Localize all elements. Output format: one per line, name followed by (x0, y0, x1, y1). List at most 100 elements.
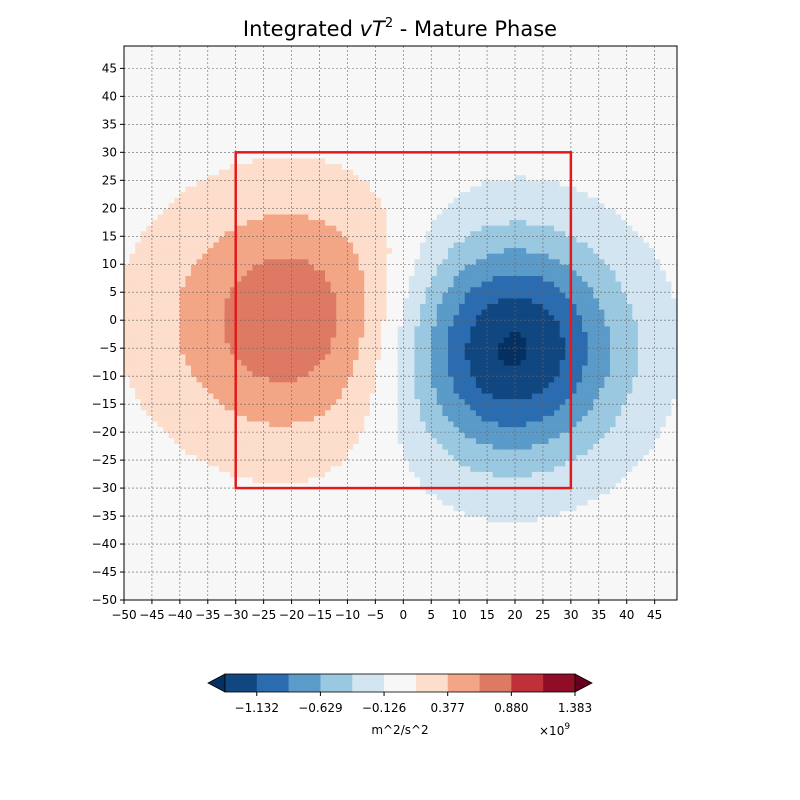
contour-cell (124, 85, 131, 92)
contour-cell (196, 191, 203, 198)
contour-cell (207, 253, 214, 260)
contour-cell (285, 521, 293, 528)
contour-cell (252, 208, 259, 215)
contour-cell (397, 202, 404, 209)
contour-cell (179, 286, 187, 293)
contour-cell (330, 208, 337, 215)
contour-cell (174, 583, 181, 590)
contour-cell (280, 583, 287, 590)
contour-cell (246, 398, 254, 405)
contour-cell (386, 303, 393, 310)
contour-cell (129, 197, 136, 204)
contour-cell (129, 454, 136, 461)
contour-cell (308, 398, 315, 405)
contour-cell (291, 169, 298, 176)
contour-cell (325, 157, 332, 165)
contour-cell (280, 314, 287, 321)
contour-cell (213, 560, 220, 568)
contour-cell (230, 292, 237, 299)
contour-cell (347, 96, 354, 103)
contour-cell (319, 566, 326, 573)
contour-cell (369, 499, 376, 506)
contour-cell (397, 415, 404, 422)
contour-cell (129, 493, 136, 500)
contour-cell (246, 85, 254, 92)
contour-cell (325, 141, 332, 148)
contour-cell (218, 185, 226, 193)
contour-cell (207, 370, 214, 377)
contour-cell (157, 364, 164, 372)
contour-cell (163, 482, 170, 489)
contour-cell (380, 364, 388, 372)
contour-cell (313, 566, 321, 573)
contour-cell (213, 225, 220, 232)
contour-cell (308, 185, 315, 193)
contour-cell (213, 443, 220, 450)
contour-cell (202, 281, 209, 288)
contour-cell (375, 297, 382, 305)
contour-cell (124, 169, 131, 176)
contour-cell (369, 381, 376, 388)
contour-cell (375, 269, 382, 277)
contour-cell (241, 331, 248, 338)
contour-cell (369, 51, 376, 58)
contour-cell (163, 90, 170, 97)
contour-cell (375, 460, 382, 467)
contour-cell (218, 174, 226, 181)
contour-cell (157, 303, 164, 310)
contour-cell (135, 499, 142, 506)
contour-cell (157, 420, 164, 428)
contour-cell (330, 46, 337, 53)
contour-cell (179, 527, 187, 534)
contour-cell (297, 253, 304, 260)
contour-cell (246, 331, 254, 338)
contour-cell (129, 219, 136, 226)
contour-cell (252, 174, 259, 181)
contour-cell (218, 348, 226, 355)
contour-cell (213, 314, 220, 321)
contour-cell (230, 208, 237, 215)
contour-cell (140, 309, 147, 316)
contour-cell (313, 521, 321, 528)
contour-cell (207, 482, 214, 489)
contour-cell (375, 359, 382, 366)
contour-cell (196, 387, 203, 394)
contour-cell (319, 325, 326, 332)
contour-cell (230, 387, 237, 394)
contour-cell (291, 387, 298, 394)
contour-cell (179, 331, 187, 338)
contour-cell (353, 353, 360, 360)
contour-cell (263, 493, 270, 500)
contour-cell (163, 152, 170, 159)
contour-cell (364, 583, 371, 590)
contour-cell (353, 404, 360, 411)
contour-cell (168, 85, 175, 92)
contour-cell (308, 286, 315, 293)
contour-cell (269, 376, 276, 383)
contour-cell (274, 303, 282, 310)
contour-cell (207, 392, 214, 400)
contour-cell (196, 208, 203, 215)
contour-cell (246, 124, 254, 131)
contour-cell (224, 331, 231, 338)
contour-cell (330, 129, 337, 137)
contour-cell (263, 392, 270, 400)
contour-cell (291, 594, 298, 600)
contour-cell (196, 146, 203, 153)
contour-cell (124, 465, 131, 472)
contour-cell (319, 213, 326, 221)
contour-cell (224, 544, 231, 551)
contour-cell (157, 353, 164, 360)
contour-cell (246, 236, 254, 243)
contour-cell (241, 202, 248, 209)
contour-cell (140, 415, 147, 422)
contour-cell (202, 527, 209, 534)
contour-cell (135, 381, 142, 388)
contour-cell (353, 51, 360, 58)
contour-cell (168, 309, 175, 316)
contour-cell (358, 504, 365, 512)
contour-cell (129, 79, 136, 86)
contour-cell (280, 392, 287, 400)
contour-cell (341, 370, 349, 377)
contour-cell (230, 241, 237, 249)
